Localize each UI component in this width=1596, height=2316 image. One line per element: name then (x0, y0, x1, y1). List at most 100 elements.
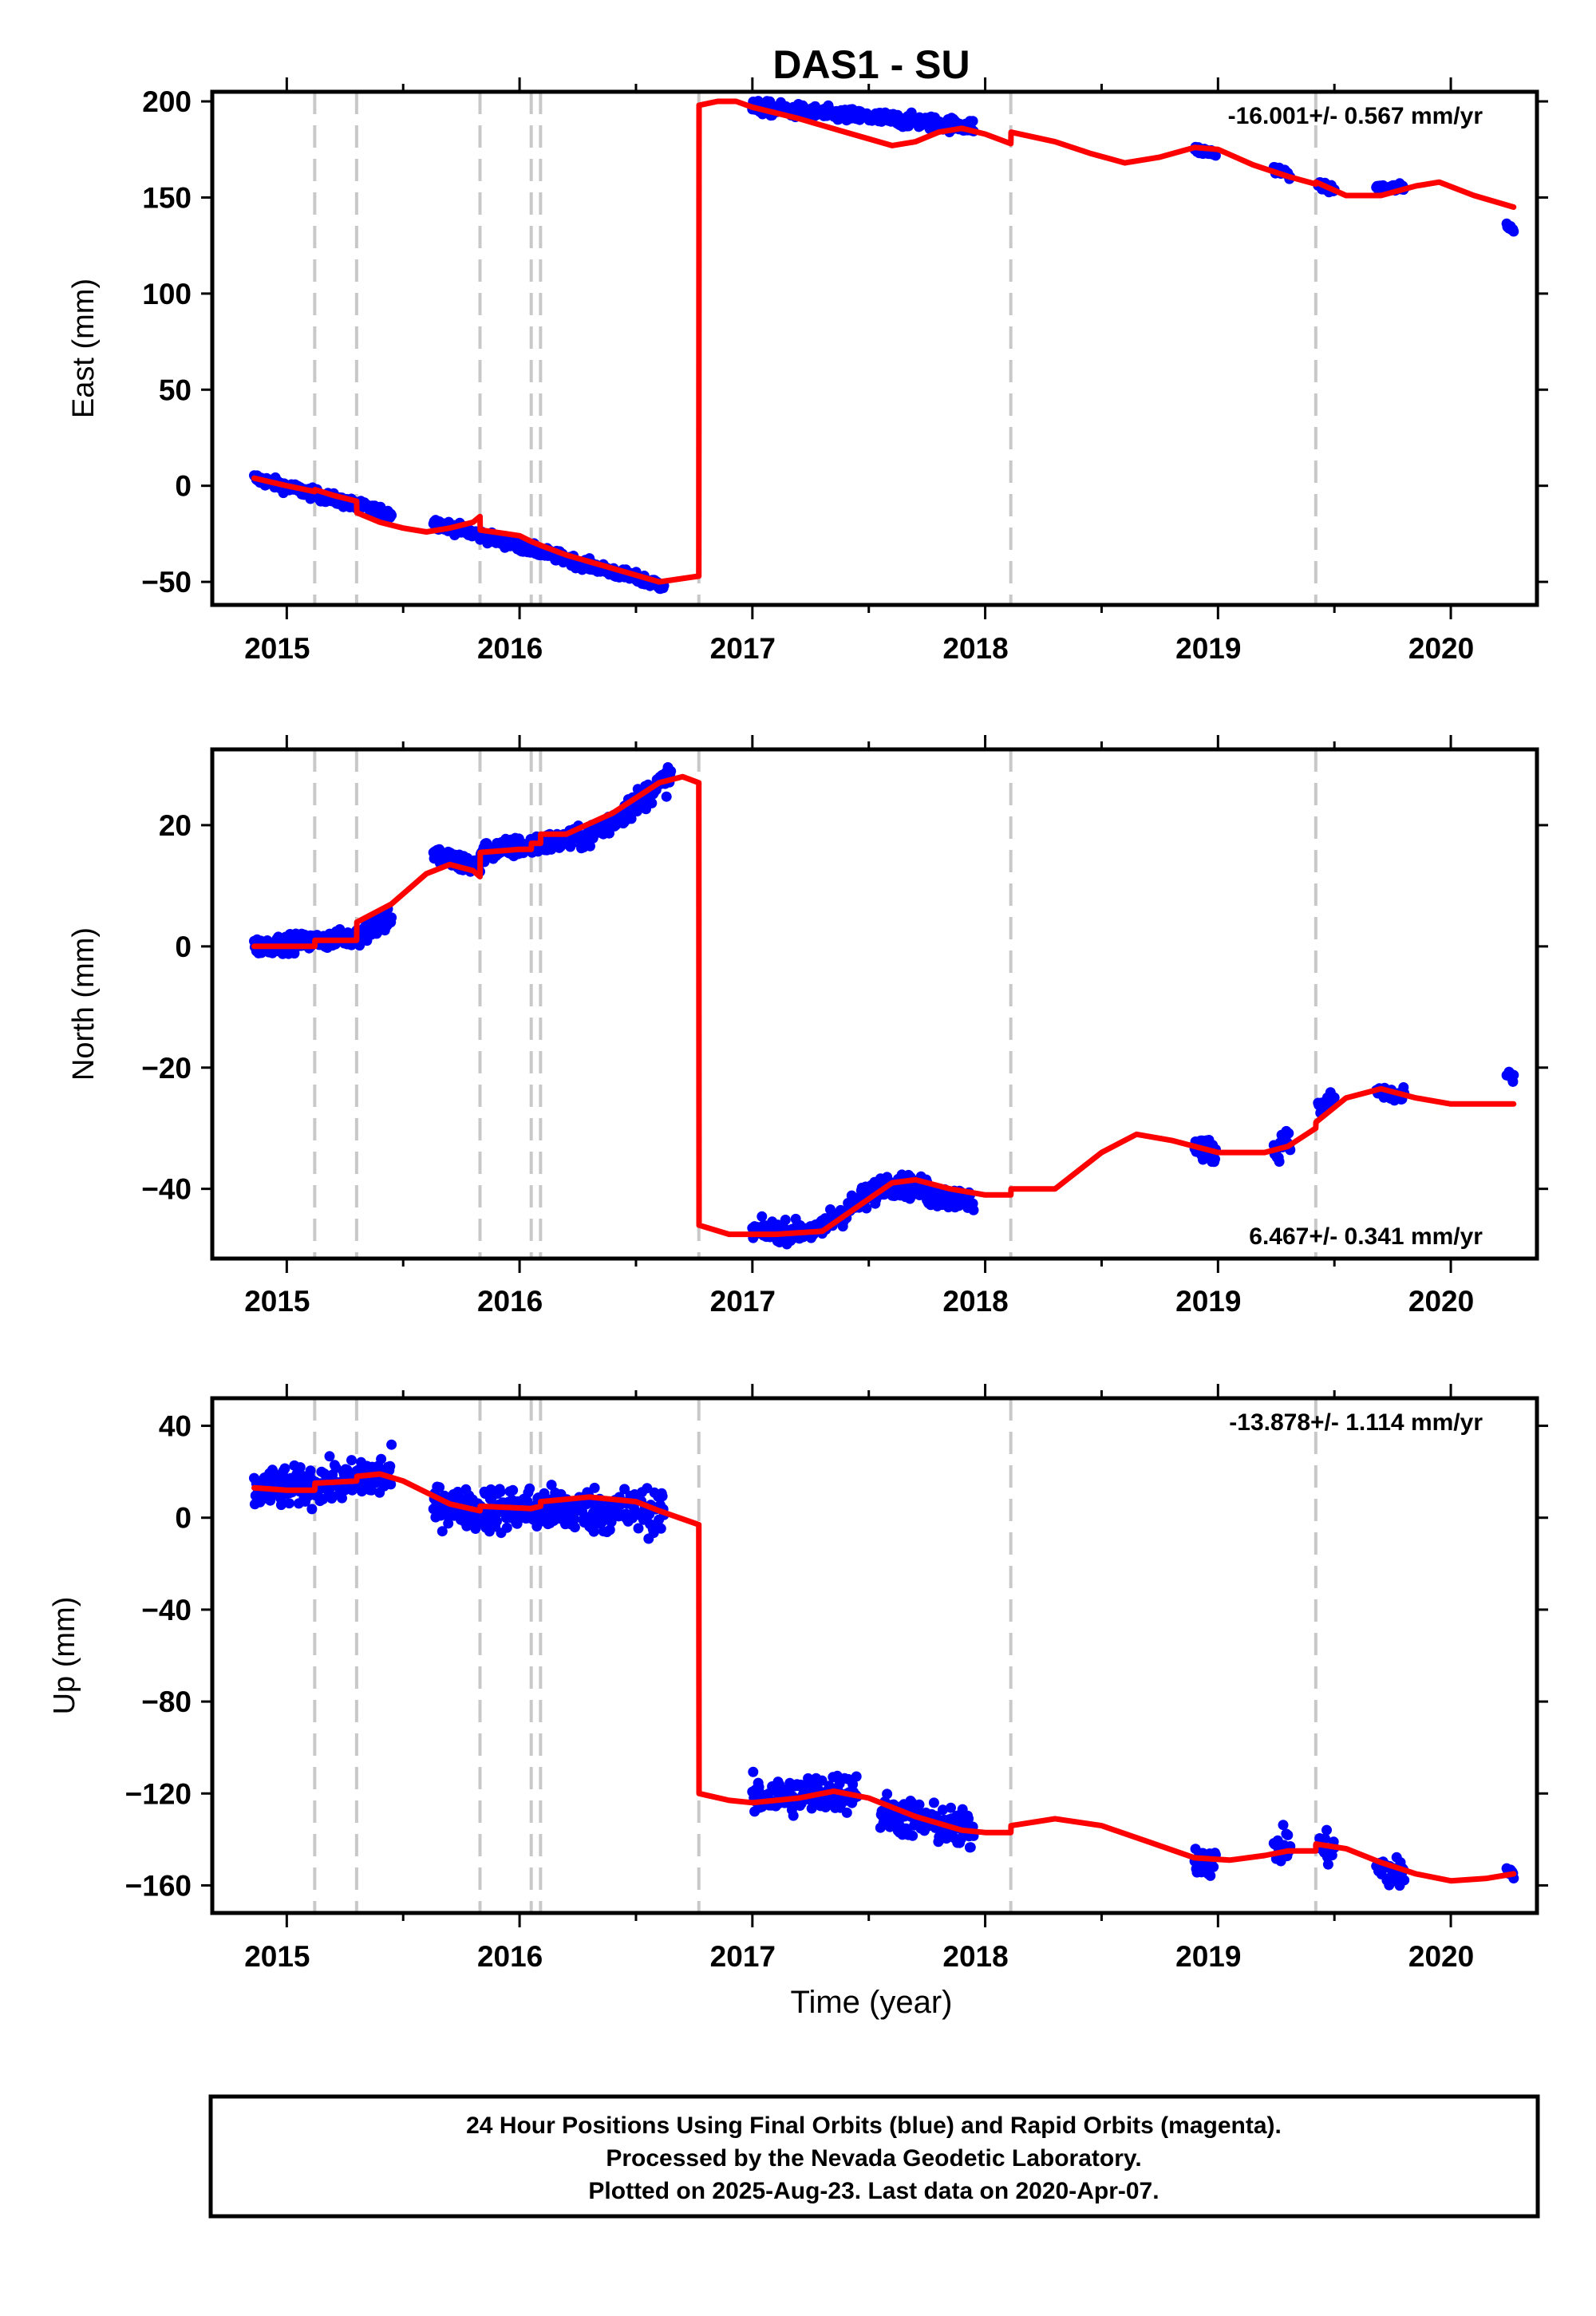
data-point (495, 1486, 506, 1497)
data-point (1508, 1069, 1519, 1081)
data-point (937, 1804, 948, 1816)
data-point (1282, 1829, 1294, 1840)
data-points (249, 762, 1519, 1250)
data-point (780, 1215, 791, 1225)
y-axis-label: East (mm) (67, 279, 101, 418)
data-point (841, 1807, 852, 1818)
data-point (1329, 1092, 1340, 1103)
y-tick-label: −40 (141, 1594, 192, 1626)
data-point (305, 1465, 316, 1476)
plot-frame (210, 89, 1539, 607)
data-point (546, 1480, 557, 1491)
data-point (386, 510, 397, 521)
data-point (569, 1522, 580, 1533)
data-point (788, 1810, 799, 1821)
x-tick-label: 2015 (244, 632, 310, 665)
data-point (657, 1491, 668, 1502)
x-tick-label: 2016 (477, 1285, 543, 1318)
x-tick-label: 2020 (1408, 1285, 1474, 1318)
y-tick-label: 200 (142, 85, 192, 118)
data-point (337, 1492, 347, 1504)
data-point (294, 1462, 306, 1473)
data-point (1210, 150, 1221, 161)
fit-curve (251, 1471, 1517, 1884)
chart-title: DAS1 - SU (772, 42, 970, 87)
data-point (385, 1479, 397, 1490)
data-point (524, 1483, 535, 1494)
data-point (386, 912, 397, 923)
data-point (655, 1523, 666, 1534)
data-point (882, 1788, 893, 1800)
y-tick-label: −80 (141, 1686, 192, 1718)
data-point (569, 1514, 579, 1525)
data-points (249, 96, 1519, 595)
rate-label: 6.467+/- 0.341 mm/yr (1249, 1223, 1483, 1250)
data-point (508, 1484, 519, 1496)
data-point (284, 1498, 294, 1509)
data-point (1283, 1128, 1294, 1139)
data-point (1320, 1833, 1330, 1844)
x-tick-label: 2019 (1175, 632, 1241, 665)
data-point (1205, 1870, 1216, 1881)
data-point (619, 1484, 630, 1495)
y-tick-label: 0 (175, 1502, 192, 1535)
plot-frame (210, 1396, 1539, 1915)
data-point (748, 1766, 759, 1777)
x-tick-label: 2017 (710, 1285, 776, 1318)
x-tick-label: 2016 (477, 1940, 543, 1973)
x-tick-label: 2018 (942, 1940, 1008, 1973)
x-tick-label: 2016 (477, 632, 543, 665)
x-axis-label: Time (year) (791, 1985, 953, 2020)
data-point (847, 1779, 859, 1790)
panel-north: −40 −20 0 20 2015 2016 2017 2018 2019 2020 North (… (67, 735, 1548, 1318)
data-point (806, 1803, 817, 1814)
data-point (1322, 1859, 1333, 1870)
data-point (279, 1463, 290, 1474)
data-point (1508, 226, 1519, 237)
panel-up: −160 −120 −80 −40 0 40 2015 2016 2017 2018 2019 202… (48, 1384, 1548, 1973)
fit-curve (251, 98, 1517, 585)
data-point (661, 791, 672, 802)
y-tick-label: −120 (125, 1777, 192, 1810)
data-point (965, 1842, 976, 1853)
x-tick-label: 2018 (942, 632, 1008, 665)
x-tick-label: 2018 (942, 1285, 1008, 1318)
y-axis-label: Up (mm) (48, 1597, 81, 1715)
data-point (268, 1468, 279, 1479)
data-point (946, 1802, 956, 1813)
x-tick-label: 2017 (710, 632, 776, 665)
y-tick-label: 0 (175, 931, 192, 963)
data-point (318, 1494, 329, 1504)
x-tick-label: 2019 (1175, 1940, 1241, 1973)
data-point (968, 1204, 979, 1215)
x-tick-label: 2017 (710, 1940, 776, 1973)
footer-line-2: Processed by the Nevada Geodetic Laborat… (606, 2145, 1141, 2172)
y-tick-label: −40 (141, 1173, 192, 1206)
data-point (1399, 1875, 1410, 1886)
data-point (366, 1484, 377, 1496)
y-axis-label: North (mm) (67, 927, 101, 1081)
y-tick-label: 150 (142, 181, 192, 214)
data-point (306, 1504, 318, 1515)
data-point (967, 116, 978, 127)
data-point (1208, 1861, 1219, 1872)
data-point (501, 1522, 512, 1533)
data-point (1274, 1156, 1285, 1167)
y-tick-label: 100 (142, 278, 192, 310)
data-point (757, 1211, 768, 1222)
footer-line-1: 24 Hour Positions Using Final Orbits (bl… (466, 2112, 1282, 2139)
fit-curve (251, 773, 1517, 1238)
footer-frame (208, 2094, 1540, 2219)
data-point (492, 1516, 502, 1527)
panel-east: −50 0 50 100 150 200 2015 2016 2017 2018 2019 2020 E… (67, 77, 1548, 665)
data-point (376, 1453, 387, 1464)
rate-label: -13.878+/- 1.114 mm/yr (1229, 1409, 1483, 1436)
data-point (275, 1500, 286, 1511)
data-point (633, 1523, 644, 1534)
data-point (589, 1482, 600, 1493)
data-point (851, 1771, 862, 1782)
data-point (434, 1482, 445, 1493)
data-point (1321, 1824, 1332, 1836)
